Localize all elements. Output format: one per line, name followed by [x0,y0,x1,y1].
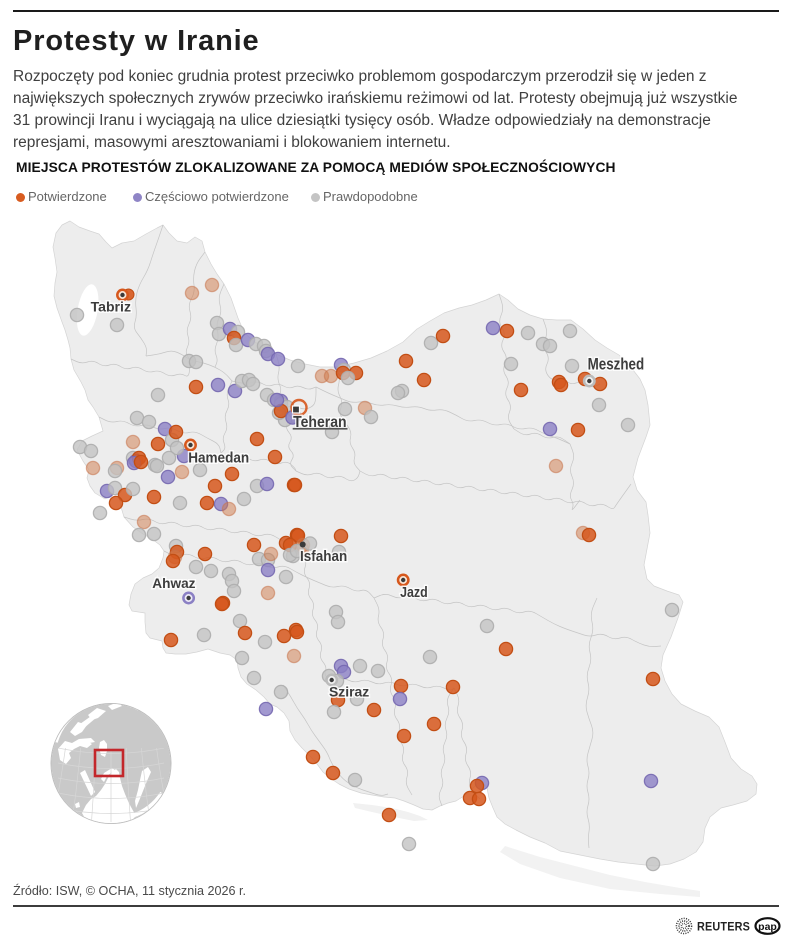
svg-text:Sziraz: Sziraz [329,684,369,700]
svg-text:Isfahan: Isfahan [300,549,347,565]
svg-text:Ahwaz: Ahwaz [152,575,195,591]
svg-text:Isfahan: Isfahan [300,549,347,565]
svg-text:Teheran: Teheran [293,414,347,431]
svg-text:pap: pap [758,921,777,933]
svg-text:Jazd: Jazd [400,585,428,601]
svg-text:Sziraz: Sziraz [329,684,369,700]
svg-text:Meszhed: Meszhed [588,356,645,374]
svg-text:Ahwaz: Ahwaz [152,575,195,591]
svg-text:Tabriz: Tabriz [91,299,131,315]
svg-text:Meszhed: Meszhed [588,356,645,374]
svg-text:Jazd: Jazd [400,585,428,601]
svg-text:Teheran: Teheran [293,414,347,431]
svg-text:Hamedan: Hamedan [188,450,249,467]
svg-text:Tabriz: Tabriz [91,299,131,315]
svg-text:Hamedan: Hamedan [188,450,249,467]
svg-text:REUTERS: REUTERS [697,920,750,934]
